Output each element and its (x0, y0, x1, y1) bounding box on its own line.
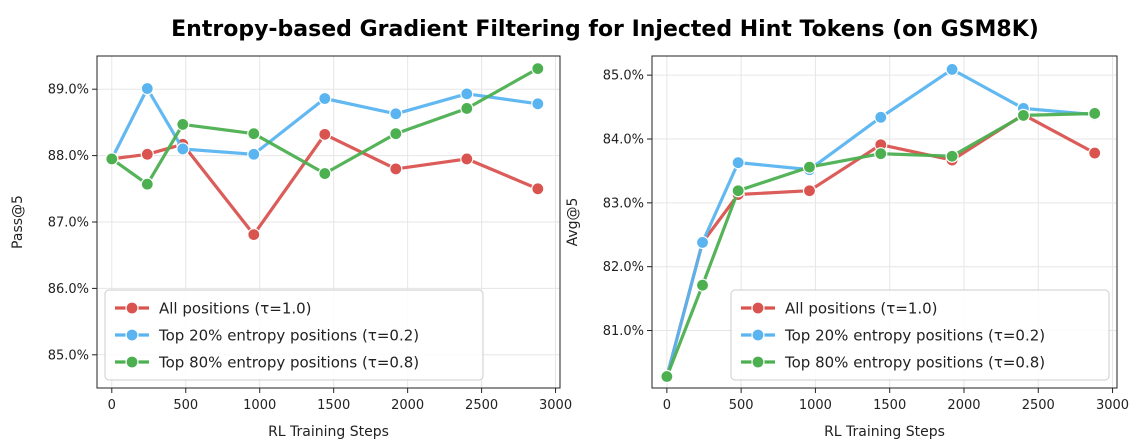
data-point-s2-7 (1088, 106, 1102, 121)
data-point-s2-4 (318, 166, 332, 181)
x-tick-label: 3000 (1096, 398, 1129, 413)
data-point-s1-2 (176, 142, 190, 156)
x-tick-label: 1000 (243, 398, 276, 413)
x-tick-label: 1500 (873, 398, 906, 413)
legend-marker-1 (751, 328, 765, 342)
data-point-s1-1 (695, 235, 710, 250)
data-point-s2-5 (389, 127, 403, 141)
x-tick-label: 0 (108, 398, 116, 413)
data-point-s0-7 (1088, 146, 1102, 160)
data-point-s1-4 (874, 110, 888, 124)
y-tick-label: 85.0% (48, 348, 89, 363)
data-point-s1-7 (531, 97, 545, 111)
y-tick-label: 85.0% (603, 69, 644, 84)
legend-label-2: Top 80% entropy positions (τ=0.8) (158, 354, 419, 372)
x-tick-label: 500 (729, 398, 754, 413)
y-tick-label: 81.0% (603, 324, 644, 339)
data-point-s1-5 (945, 62, 959, 77)
data-point-s0-5 (389, 162, 403, 176)
legend-marker-1 (125, 328, 139, 342)
data-point-s0-3 (802, 184, 817, 198)
legend: All positions (τ=1.0) Top 20% entropy pos… (730, 289, 1110, 381)
y-tick-label: 87.0% (48, 216, 89, 231)
axes-frame (651, 55, 1118, 389)
y-axis-label: Pass@5 (10, 195, 26, 249)
x-axis-label: RL Training Steps (268, 424, 389, 440)
y-tick-label: 84.0% (603, 133, 644, 148)
data-point-s2-3 (802, 160, 817, 174)
y-tick-label: 82.0% (603, 260, 644, 275)
legend-label-0: All positions (τ=1.0) (159, 300, 312, 318)
data-point-s2-5 (945, 149, 959, 163)
y-tick-label: 86.0% (48, 282, 89, 297)
legend-label-2: Top 80% entropy positions (τ=0.8) (784, 354, 1045, 372)
legend-label-0: All positions (τ=1.0) (785, 300, 938, 318)
figure-title: Entropy-based Gradient Filtering for Inj… (171, 17, 1039, 42)
legend-box (104, 289, 484, 381)
series-line-2 (110, 67, 539, 186)
data-point-s2-0 (105, 152, 119, 166)
x-tick-label: 2500 (465, 398, 498, 413)
data-point-s2-2 (176, 117, 190, 131)
data-point-s2-2 (731, 184, 745, 198)
data-point-s0-4 (318, 127, 332, 141)
data-point-s2-4 (874, 147, 888, 161)
y-axis-label: Avg@5 (565, 198, 581, 247)
data-point-s2-1 (140, 177, 154, 191)
data-point-s0-6 (460, 152, 474, 166)
y-tick-label: 83.0% (603, 196, 644, 211)
legend-marker-2 (751, 355, 765, 369)
legend-marker-2 (125, 355, 139, 369)
data-point-s2-1 (695, 278, 710, 292)
data-point-s0-1 (140, 147, 154, 161)
x-tick-label: 1500 (317, 398, 350, 413)
x-tick-label: 2500 (1022, 398, 1055, 413)
x-tick-label: 1000 (799, 398, 832, 413)
chart-panel-avg-at-5: 0 500 1000 1500 2000 2500 3000 81.0% 82.0% 83.0% 8… (565, 55, 1129, 440)
x-tick-label: 2000 (391, 398, 424, 413)
chart-panel-pass-at-5: 0 500 1000 1500 2000 2500 3000 85.0% 86.0% 87.0% 8… (10, 55, 572, 440)
data-point-s1-6 (460, 87, 474, 101)
data-point-s1-2 (731, 156, 745, 170)
series-line-1 (110, 86, 539, 160)
series-line-1 (665, 67, 1095, 377)
data-point-s2-6 (460, 101, 474, 116)
legend-marker-0 (125, 301, 139, 315)
data-point-s0-3 (247, 228, 261, 242)
x-tick-label: 500 (173, 398, 198, 413)
x-tick-label: 0 (663, 398, 671, 413)
series-line-2 (665, 111, 1095, 378)
y-tick-label: 88.0% (48, 149, 89, 164)
legend: All positions (τ=1.0) Top 20% entropy pos… (104, 289, 484, 381)
legend-label-1: Top 20% entropy positions (τ=0.2) (158, 327, 419, 345)
data-point-s2-7 (531, 62, 545, 76)
series-line-0 (111, 132, 539, 237)
data-point-s1-5 (389, 107, 403, 121)
x-tick-label: 3000 (539, 398, 572, 413)
x-tick-label: 2000 (947, 398, 980, 413)
data-point-s1-1 (140, 81, 154, 96)
x-axis-label: RL Training Steps (824, 424, 945, 440)
data-point-s1-4 (318, 91, 332, 106)
data-point-s2-3 (247, 127, 261, 141)
y-tick-label: 89.0% (48, 83, 89, 98)
data-point-s1-3 (247, 147, 261, 161)
legend-label-1: Top 20% entropy positions (τ=0.2) (784, 327, 1045, 345)
data-point-s2-6 (1016, 108, 1031, 122)
legend-box (730, 289, 1110, 381)
data-point-s2-0 (660, 369, 674, 384)
data-point-s0-7 (531, 182, 545, 196)
legend-marker-0 (751, 301, 765, 315)
